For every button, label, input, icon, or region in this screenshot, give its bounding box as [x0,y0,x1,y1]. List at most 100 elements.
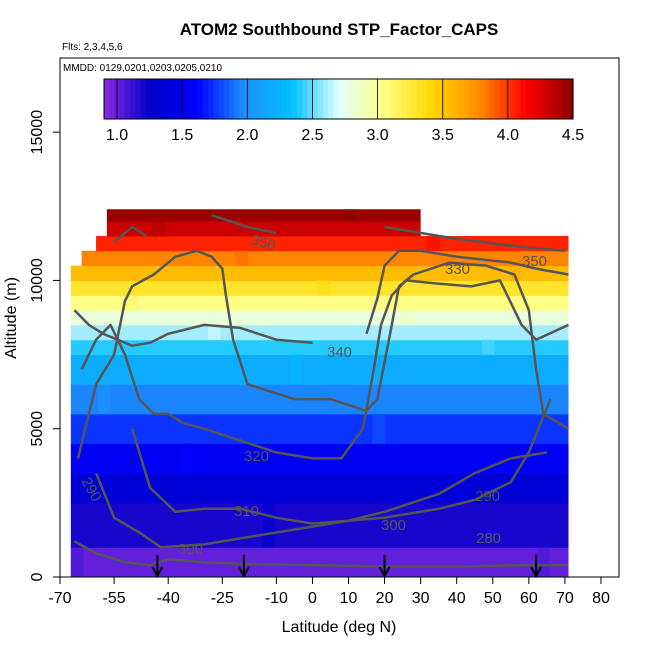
contour-line [365,249,569,335]
colorbar-swatch [176,79,183,119]
colorbar-swatch [270,79,277,119]
contour-line [73,309,313,347]
colorbar-swatch [432,79,439,119]
colorbar-swatch [536,79,543,119]
colorbar-swatch [395,79,402,119]
x-axis-label: Latitude (deg N) [282,619,397,636]
dates-label: MMDD: 0129,0201,0203,0205,0210 [63,63,222,74]
contour-label: 310 [234,503,259,520]
colorbar-swatch [307,79,314,119]
colorbar-swatch [468,79,475,119]
heatmap-cell [235,250,248,266]
heatmap-band [70,324,569,341]
heatmap-band [70,310,569,326]
x-tick-label: 60 [520,590,538,607]
colorbar-tick-label: 1.5 [171,127,193,144]
heatmap-cell [427,235,440,251]
colorbar-swatch [416,79,423,119]
colorbar-swatch [124,79,131,119]
colorbar-swatch [171,79,178,119]
contour-line [73,540,569,568]
colorbar-swatch [557,79,564,119]
contour-line [94,398,552,549]
contour-label: 350 [249,231,278,254]
colorbar-swatch [182,79,188,119]
colorbar-swatch [255,79,261,119]
colorbar-swatch [458,79,465,119]
heatmap-cell [481,339,495,355]
heatmap-band [96,235,569,252]
colorbar-tick-label: 2.5 [301,127,323,144]
y-tick-label: 15000 [29,110,46,155]
x-tick-label: -70 [48,590,71,607]
flight-arrow [238,555,250,579]
colorbar-swatch [359,79,366,119]
heatmap [70,209,569,577]
colorbar-swatch [145,79,152,119]
heatmap-band [70,547,569,577]
colorbar-swatch [239,79,246,119]
colorbar-swatch [187,79,194,119]
heatmap-band [106,221,421,237]
flight-arrow [530,555,542,579]
contour-line [113,225,148,243]
colorbar-swatch [317,79,324,119]
colorbar-swatch [130,79,136,119]
contour-line [211,214,277,235]
colorbar-swatch [104,79,110,119]
y-axis: 0 5000 10000 15000 [29,110,60,581]
heatmap-band [70,339,569,356]
contour-line [76,249,570,459]
colorbar-swatch [484,79,491,119]
x-tick-label: 20 [376,590,394,607]
contour-label: 340 [327,344,352,361]
contour-label: 320 [244,448,269,465]
x-tick-label: 0 [308,590,317,607]
x-tick-label: 40 [448,590,466,607]
colorbar-swatch [338,79,345,119]
contour-label: 300 [178,541,203,558]
colorbar-swatch [192,79,199,119]
y-tick-label: 0 [29,572,46,581]
colorbar: 1.0 1.5 2.0 2.5 3.0 3.5 4.0 4.5 [103,78,584,144]
heatmap-band [70,413,569,445]
heatmap-band [70,473,569,504]
colorbar-swatch [390,79,397,119]
colorbar-swatch [119,79,126,119]
colorbar-swatch [161,79,168,119]
contour-label: 290 [475,488,500,505]
colorbar-swatch [135,79,142,119]
colorbar-swatch [328,79,334,119]
colorbar-swatch [286,79,293,119]
heatmap-cell [153,221,166,236]
colorbar-swatch [348,79,355,119]
colorbar-swatch [515,79,522,119]
colorbar-swatch [312,79,319,119]
colorbar-swatch [156,79,162,119]
colorbar-swatch [322,79,329,119]
colorbar-swatch [234,79,241,119]
contour-line [384,225,566,253]
colorbar-swatch [427,79,433,119]
colorbar-swatch [369,79,376,119]
colorbar-tick-label: 3.5 [432,127,454,144]
colorbar-swatch [166,79,173,119]
contour-line [130,428,548,525]
x-tick-label: -10 [265,590,288,607]
colorbar-swatch [229,79,235,119]
flight-arrows [151,555,542,579]
colorbar-swatch [479,79,486,119]
colorbar-swatch [197,79,204,119]
heatmap-band [70,265,569,281]
colorbar-swatch [531,79,538,119]
contour-label: 280 [476,530,501,547]
colorbar-swatch [380,79,386,119]
colorbar-swatch [343,79,350,119]
colorbar-swatch [140,79,147,119]
colorbar-swatch [562,79,569,119]
colorbar-swatch [526,79,532,119]
colorbar-swatch [442,79,449,119]
y-tick-label: 10000 [29,258,46,303]
heatmap-band [106,209,421,222]
